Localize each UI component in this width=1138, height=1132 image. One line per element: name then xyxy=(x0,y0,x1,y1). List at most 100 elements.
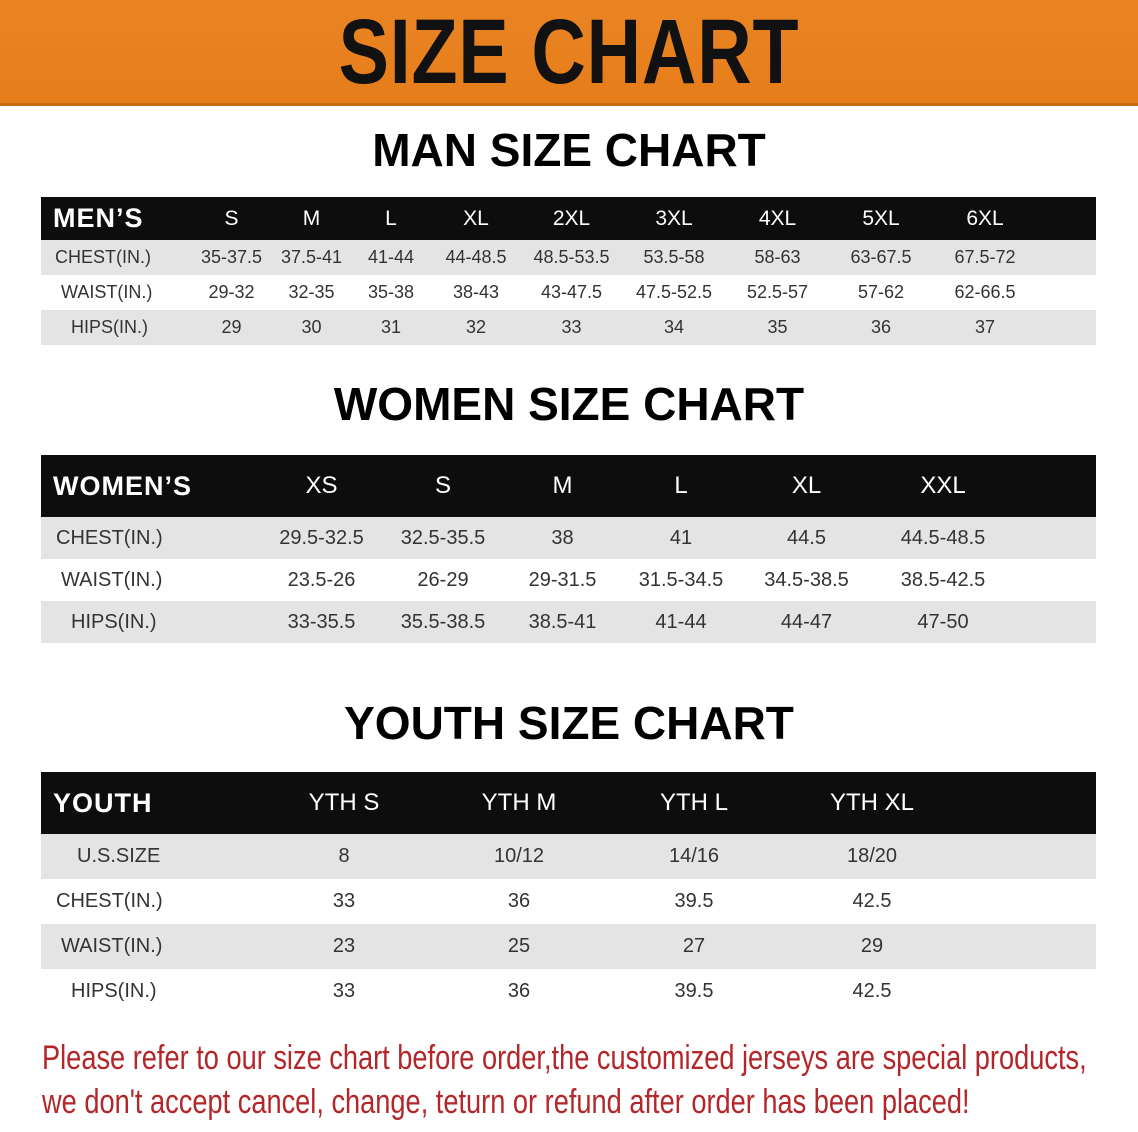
table-cell: 33-35.5 xyxy=(287,610,356,633)
table-cell: 34 xyxy=(663,317,685,337)
table-title-cell: WOMEN’S xyxy=(53,470,192,501)
table-cell: 42.5 xyxy=(852,890,892,912)
row-label: U.S.SIZE xyxy=(77,845,161,867)
size-header-cell: XL xyxy=(791,472,822,499)
size-header-cell: YTH XL xyxy=(829,789,915,816)
row-label: WAIST(IN.) xyxy=(61,935,163,957)
table-cell: 38.5-41 xyxy=(528,610,597,633)
table-cell: 37.5-41 xyxy=(280,247,343,267)
table-cell: 35-38 xyxy=(367,282,415,302)
table-cell: 34.5-38.5 xyxy=(764,568,849,591)
table-row: WAIST(IN.) 29-32 32-35 35-38 38-43 43-47.5 47.… xyxy=(41,275,1096,310)
table-cell: 42.5 xyxy=(852,980,892,1002)
order-notice: Please refer to our size chart before or… xyxy=(42,1036,1130,1124)
men-size-table: MEN’S S M L XL 2XL 3XL 4XL 5XL 6XL CHEST(IN.) 35-37… xyxy=(41,197,1096,345)
size-header-cell: XXL xyxy=(920,472,966,499)
row-label: CHEST(IN.) xyxy=(56,526,163,549)
table-cell: 36 xyxy=(507,980,531,1002)
table-cell: 41 xyxy=(669,526,693,549)
size-header-cell: 3XL xyxy=(655,206,693,230)
table-cell: 31 xyxy=(380,317,402,337)
table-cell: 30 xyxy=(301,317,322,337)
table-cell: 25 xyxy=(507,935,531,957)
table-cell: 44-48.5 xyxy=(445,247,507,267)
table-title-cell: MEN’S xyxy=(53,203,144,233)
table-cell: 29.5-32.5 xyxy=(279,526,364,549)
table-header-row: WOMEN’S XS S M L XL XXL xyxy=(41,455,1096,517)
table-cell: 47-50 xyxy=(917,610,969,633)
table-cell: 47.5-52.5 xyxy=(635,282,713,302)
table-cell: 32-35 xyxy=(288,282,335,302)
table-cell: 32 xyxy=(465,317,487,337)
table-cell: 44.5-48.5 xyxy=(900,526,986,549)
table-cell: 41-44 xyxy=(655,610,707,633)
size-header-cell: YTH S xyxy=(308,789,380,816)
table-header-row: YOUTH YTH S YTH M YTH L YTH XL xyxy=(41,772,1096,834)
notice-line-2: we don't accept cancel, change, teturn o… xyxy=(42,1083,970,1121)
table-cell: 8 xyxy=(338,845,350,867)
table-cell: 38-43 xyxy=(452,282,500,302)
table-cell: 38.5-42.5 xyxy=(900,568,986,591)
size-header-cell: 6XL xyxy=(966,206,1004,230)
table-cell: 67.5-72 xyxy=(954,247,1016,267)
table-cell: 62-66.5 xyxy=(954,282,1016,302)
table-cell: 29 xyxy=(860,935,884,957)
table-cell: 10/12 xyxy=(493,845,545,867)
table-row: WAIST(IN.) 23.5-26 26-29 29-31.5 31.5-34.5 34… xyxy=(41,559,1096,601)
men-section-title: MAN SIZE CHART xyxy=(372,124,766,176)
table-cell: 41-44 xyxy=(367,247,415,267)
size-header-cell: 4XL xyxy=(758,206,797,230)
table-row: HIPS(IN.) 33 36 39.5 42.5 xyxy=(41,969,1096,1014)
table-row: HIPS(IN.) 33-35.5 35.5-38.5 38.5-41 41-44 44-… xyxy=(41,601,1096,643)
row-label: CHEST(IN.) xyxy=(56,890,163,912)
table-cell: 52.5-57 xyxy=(746,282,809,302)
size-header-cell: YTH L xyxy=(659,789,728,816)
table-cell: 63-67.5 xyxy=(850,247,912,267)
size-header-cell: XL xyxy=(463,206,489,230)
table-cell: 29 xyxy=(221,317,242,337)
row-label: CHEST(IN.) xyxy=(55,247,151,267)
table-cell: 35.5-38.5 xyxy=(400,610,486,633)
table-cell: 35 xyxy=(767,317,788,337)
women-section-title: WOMEN SIZE CHART xyxy=(333,378,805,430)
row-label: WAIST(IN.) xyxy=(61,568,163,591)
table-cell: 33 xyxy=(332,890,356,912)
table-cell: 18/20 xyxy=(846,845,898,867)
youth-size-table: YOUTH YTH S YTH M YTH L YTH XL U.S.SIZE 8 10/12… xyxy=(41,772,1096,1014)
size-header-cell: XS xyxy=(305,472,338,499)
size-header-cell: 5XL xyxy=(862,206,900,230)
notice-line-1: Please refer to our size chart before or… xyxy=(42,1039,1087,1077)
size-header-cell: L xyxy=(674,472,688,499)
table-cell: 39.5 xyxy=(674,980,714,1002)
table-cell: 38 xyxy=(551,526,574,549)
table-cell: 31.5-34.5 xyxy=(638,568,724,591)
table-cell: 27 xyxy=(682,935,706,957)
table-row: CHEST(IN.) 35-37.5 37.5-41 41-44 44-48.5 48.5… xyxy=(41,240,1096,275)
size-header-cell: M xyxy=(302,206,321,230)
table-row: CHEST(IN.) 33 36 39.5 42.5 xyxy=(41,879,1096,924)
row-label: WAIST(IN.) xyxy=(61,282,153,302)
youth-section-title: YOUTH SIZE CHART xyxy=(344,697,794,749)
table-title-cell: YOUTH xyxy=(53,787,153,818)
size-header-cell: YTH M xyxy=(481,789,557,816)
main-title: SIZE CHART xyxy=(338,0,800,103)
table-cell: 57-62 xyxy=(857,282,905,302)
size-header-cell: L xyxy=(385,206,397,230)
women-size-table: WOMEN’S XS S M L XL XXL CHEST(IN.) 29.5-32.5 32.5… xyxy=(41,455,1096,643)
table-cell: 36 xyxy=(870,317,892,337)
table-cell: 29-31.5 xyxy=(528,568,597,591)
table-cell: 58-63 xyxy=(754,247,801,267)
size-header-cell: 2XL xyxy=(552,206,591,230)
table-cell: 44.5 xyxy=(787,526,826,549)
table-cell: 26-29 xyxy=(417,568,469,591)
row-label: HIPS(IN.) xyxy=(71,317,149,337)
table-cell: 43-47.5 xyxy=(540,282,603,302)
table-cell: 29-32 xyxy=(208,282,255,302)
table-row: CHEST(IN.) 29.5-32.5 32.5-35.5 38 41 44.5 44.5… xyxy=(41,517,1096,559)
table-cell: 32.5-35.5 xyxy=(400,526,486,549)
table-cell: 33 xyxy=(332,980,356,1002)
table-cell: 39.5 xyxy=(674,890,714,912)
table-cell: 37 xyxy=(974,317,996,337)
size-header-cell: S xyxy=(434,472,451,499)
table-row: WAIST(IN.) 23 25 27 29 xyxy=(41,924,1096,969)
